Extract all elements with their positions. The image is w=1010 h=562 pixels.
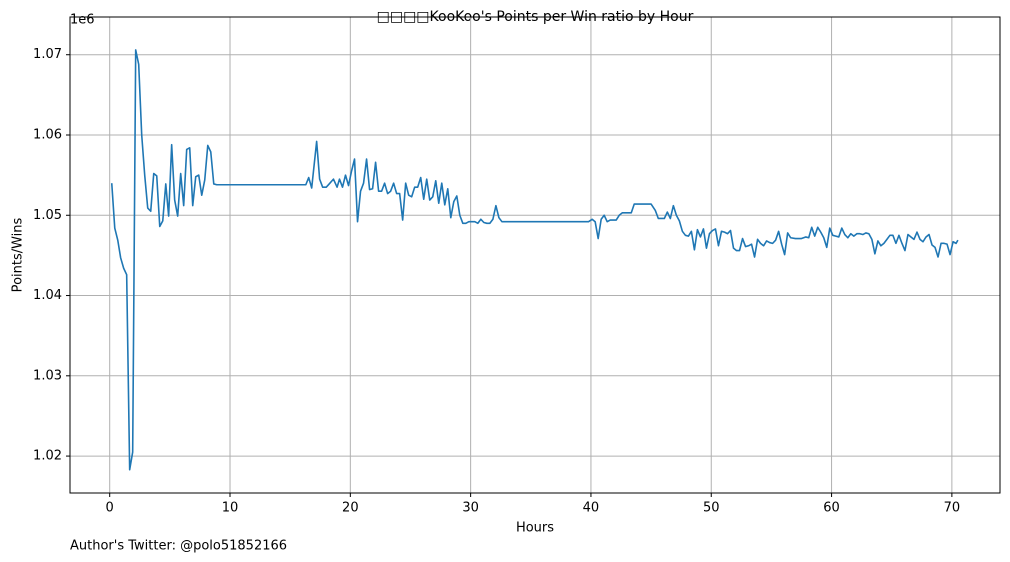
- x-tick-label: 30: [462, 501, 479, 516]
- x-tick-label: 50: [703, 501, 720, 516]
- x-tick-label: 70: [944, 501, 961, 516]
- x-axis-label: Hours: [516, 521, 554, 536]
- x-tick-label: 10: [222, 501, 239, 516]
- y-tick-label: 1.04: [33, 288, 62, 303]
- footer-note: Author's Twitter: @polo51852166: [70, 539, 287, 554]
- x-tick-label: 60: [823, 501, 840, 516]
- y-tick-label: 1.06: [33, 127, 62, 142]
- y-tick-label: 1.03: [33, 368, 62, 383]
- y-tick-label: 1.07: [33, 47, 62, 62]
- plot-frame: [69, 16, 1001, 494]
- y-tick-label: 1.02: [33, 449, 62, 464]
- x-tick-label: 20: [342, 501, 359, 516]
- y-axis-label: Points/Wins: [11, 217, 26, 292]
- x-tick-label: 40: [583, 501, 600, 516]
- data-line: [110, 49, 959, 471]
- y-tick-label: 1.05: [33, 208, 62, 223]
- y-offset-text: 1e6: [70, 13, 95, 28]
- x-tick-label: 0: [106, 501, 114, 516]
